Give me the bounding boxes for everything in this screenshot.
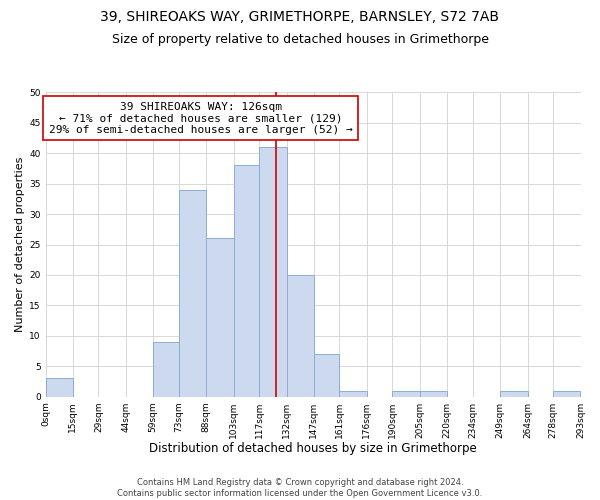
Bar [287, 275, 314, 396]
Bar [420, 390, 447, 396]
Y-axis label: Number of detached properties: Number of detached properties [15, 157, 25, 332]
Bar [259, 147, 287, 396]
Bar [206, 238, 233, 396]
Bar [392, 390, 420, 396]
Bar [553, 390, 580, 396]
Text: 39 SHIREOAKS WAY: 126sqm
← 71% of detached houses are smaller (129)
29% of semi-: 39 SHIREOAKS WAY: 126sqm ← 71% of detach… [49, 102, 353, 135]
Bar [314, 354, 340, 397]
Bar [179, 190, 206, 396]
Bar [500, 390, 527, 396]
Text: Contains HM Land Registry data © Crown copyright and database right 2024.
Contai: Contains HM Land Registry data © Crown c… [118, 478, 482, 498]
Text: 39, SHIREOAKS WAY, GRIMETHORPE, BARNSLEY, S72 7AB: 39, SHIREOAKS WAY, GRIMETHORPE, BARNSLEY… [101, 10, 499, 24]
Bar [153, 342, 179, 396]
Bar [340, 390, 367, 396]
Bar [233, 166, 259, 396]
Bar [46, 378, 73, 396]
Text: Size of property relative to detached houses in Grimethorpe: Size of property relative to detached ho… [112, 32, 488, 46]
X-axis label: Distribution of detached houses by size in Grimethorpe: Distribution of detached houses by size … [149, 442, 477, 455]
